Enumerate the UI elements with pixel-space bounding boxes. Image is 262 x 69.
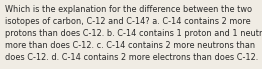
Text: does C-12. d. C-14 contains 2 more electrons than does C-12.: does C-12. d. C-14 contains 2 more elect…	[5, 53, 258, 62]
Text: isotopes of carbon, C-12 and C-14? a. C-14 contains 2 more: isotopes of carbon, C-12 and C-14? a. C-…	[5, 17, 250, 26]
Text: Which is the explanation for the difference between the two: Which is the explanation for the differe…	[5, 5, 252, 14]
Text: protons than does C-12. b. C-14 contains 1 proton and 1 neutron: protons than does C-12. b. C-14 contains…	[5, 29, 262, 38]
Text: more than does C-12. c. C-14 contains 2 more neutrons than: more than does C-12. c. C-14 contains 2 …	[5, 41, 255, 50]
